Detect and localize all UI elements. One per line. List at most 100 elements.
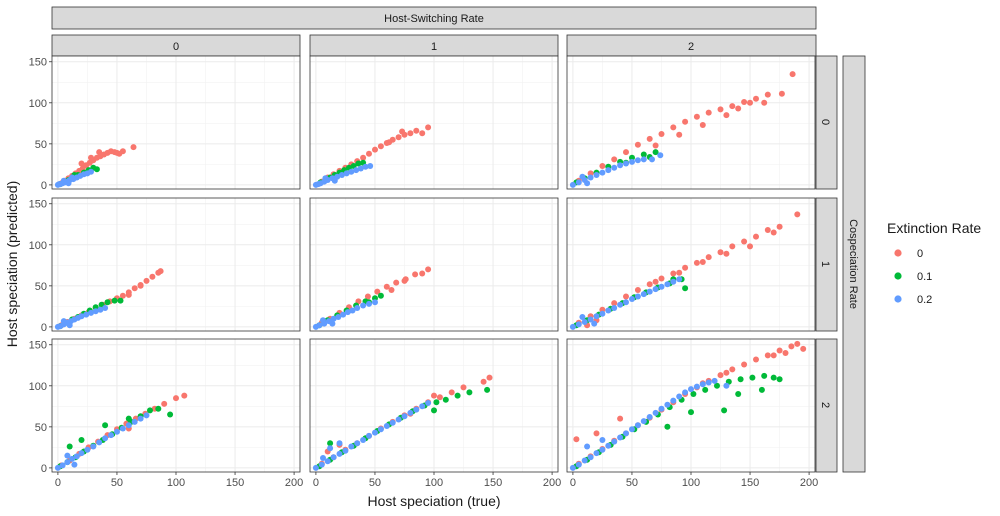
data-point-0 (670, 124, 677, 131)
data-point-0.2 (723, 382, 730, 389)
data-point-0.1 (758, 386, 765, 393)
data-point-0 (372, 146, 378, 153)
data-point-0.2 (338, 172, 345, 178)
data-point-0.1 (111, 297, 118, 304)
facet-row-title-strip (842, 55, 866, 473)
data-point-0.1 (93, 166, 100, 173)
data-point-0.1 (104, 299, 111, 306)
data-point-0.2 (587, 454, 594, 461)
data-point-0.2 (329, 320, 336, 327)
data-point-0.1 (640, 151, 647, 158)
data-point-0 (634, 141, 641, 148)
data-point-0 (693, 113, 700, 120)
data-point-0.2 (634, 157, 641, 164)
data-point-0.2 (599, 169, 606, 176)
data-point-0.2 (569, 464, 576, 471)
y-tick-label: 0 (41, 322, 47, 334)
data-point-0 (137, 282, 144, 289)
data-point-0.2 (705, 379, 712, 386)
data-point-0.2 (401, 413, 408, 420)
data-point-0 (747, 243, 753, 250)
data-point-0.2 (670, 397, 677, 404)
data-point-0.1 (355, 160, 362, 167)
data-point-0 (119, 148, 126, 155)
data-point-0.2 (353, 167, 360, 174)
data-point-0.1 (702, 386, 709, 393)
data-point-0 (676, 269, 683, 276)
x-tick-label: 0 (55, 477, 61, 489)
data-point-0.1 (629, 154, 635, 161)
data-point-0 (800, 345, 807, 352)
data-point-0.2 (88, 309, 94, 316)
data-point-0.1 (431, 407, 437, 414)
data-point-0.2 (575, 321, 582, 328)
data-point-0.2 (102, 435, 109, 442)
data-point-0.1 (714, 382, 720, 389)
y-tick-label: 150 (29, 199, 47, 211)
panel-border (566, 197, 816, 332)
data-point-0.2 (569, 181, 576, 188)
data-point-0 (130, 144, 137, 151)
data-point-0.2 (593, 313, 600, 320)
data-point-0.2 (119, 425, 126, 432)
y-tick-label: 0 (41, 463, 47, 475)
data-point-0.2 (83, 311, 90, 318)
data-point-0.2 (330, 315, 337, 322)
data-point-0 (770, 229, 777, 236)
data-point-0.2 (125, 422, 132, 429)
data-point-0 (646, 135, 653, 142)
data-point-0 (717, 106, 724, 113)
data-point-0 (364, 293, 371, 300)
data-point-0 (480, 378, 487, 385)
data-point-0 (125, 291, 132, 298)
data-point-0 (393, 279, 400, 286)
col-strip-label-1: 1 (431, 41, 437, 53)
data-point-0 (412, 271, 419, 278)
row-strip-label-0: 0 (819, 119, 831, 125)
data-point-0 (173, 395, 179, 402)
data-point-0 (682, 264, 689, 271)
data-point-0.2 (640, 156, 647, 163)
data-point-0.1 (466, 389, 473, 396)
data-point-0.2 (688, 386, 694, 393)
y-tick-label: 150 (29, 57, 47, 69)
data-point-0 (693, 259, 700, 266)
panel-border (566, 55, 816, 190)
data-point-0 (587, 170, 594, 177)
x-tick-label: 100 (425, 477, 443, 489)
data-point-0.2 (611, 305, 618, 311)
legend-label-1: 0.1 (917, 271, 932, 283)
data-point-0.2 (330, 454, 337, 461)
data-point-0.2 (634, 293, 641, 300)
data-point-0.2 (69, 455, 76, 462)
x-tick-label: 50 (111, 477, 123, 489)
data-point-0.2 (320, 455, 326, 461)
data-point-0 (741, 238, 748, 245)
data-point-0.1 (721, 407, 728, 414)
data-point-0.2 (84, 446, 91, 453)
data-point-0.1 (167, 411, 174, 418)
data-point-0.2 (372, 429, 378, 436)
data-point-0.2 (611, 164, 618, 171)
data-point-0 (88, 154, 94, 161)
data-point-0.2 (324, 458, 331, 465)
data-point-0.2 (599, 437, 606, 443)
data-point-0.2 (131, 418, 138, 425)
data-point-0 (419, 270, 426, 277)
data-point-0 (599, 306, 606, 313)
legend-key-2 (894, 295, 902, 303)
data-point-0 (360, 154, 367, 161)
data-point-0.2 (395, 416, 402, 423)
panel-r0-c1 (309, 55, 559, 190)
data-point-0.2 (377, 426, 384, 433)
data-point-0.2 (137, 415, 144, 422)
data-point-0.1 (155, 405, 162, 412)
data-point-0 (617, 415, 624, 422)
x-axis-title: Host speciation (true) (367, 493, 500, 509)
data-point-0.2 (78, 313, 85, 320)
data-point-0.2 (354, 440, 361, 447)
data-point-0.2 (335, 314, 342, 320)
legend-key-0 (894, 249, 902, 257)
y-tick-label: 0 (41, 180, 47, 192)
x-tick-label: 100 (167, 477, 185, 489)
